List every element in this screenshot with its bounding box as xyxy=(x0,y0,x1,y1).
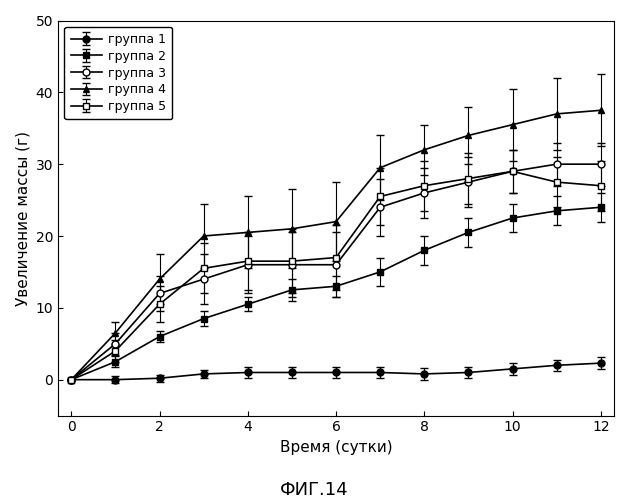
Text: ФИГ.14: ФИГ.14 xyxy=(280,481,349,499)
Y-axis label: Увеличение массы (г): Увеличение массы (г) xyxy=(15,130,30,306)
Legend: группа 1, группа 2, группа 3, группа 4, группа 5: группа 1, группа 2, группа 3, группа 4, … xyxy=(64,26,172,119)
X-axis label: Время (сутки): Время (сутки) xyxy=(280,440,392,455)
